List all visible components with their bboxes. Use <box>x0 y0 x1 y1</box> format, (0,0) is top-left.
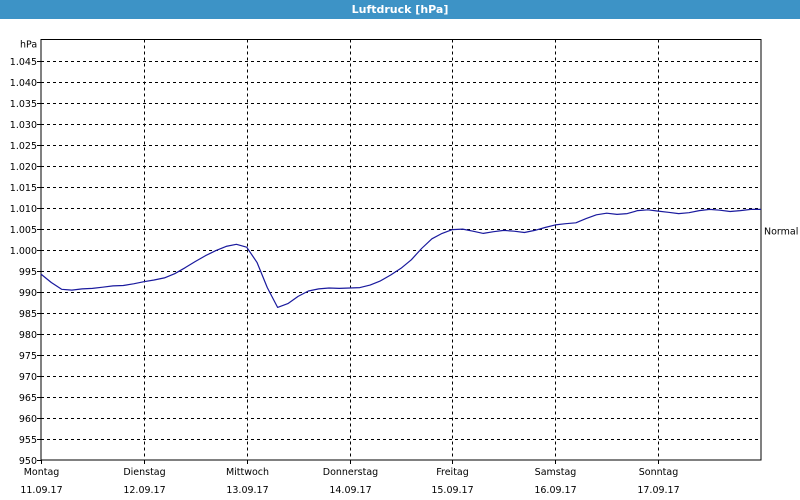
x-tick-label-day: Samstag <box>535 467 577 478</box>
pressure-series-line <box>40 208 761 308</box>
x-tick-label-date: 14.09.17 <box>329 485 371 496</box>
x-tick-label-day: Dienstag <box>123 467 165 478</box>
normal-annotation-label: Normal <box>764 226 798 237</box>
y-tick-label: 975 <box>19 351 37 362</box>
y-tick-label: 985 <box>19 309 37 320</box>
x-tick-label-day: Sonntag <box>639 467 678 478</box>
y-tick-label: 970 <box>19 372 37 383</box>
y-tick-label: 980 <box>19 330 37 341</box>
y-tick-label: 1.025 <box>10 141 37 152</box>
plot-area-frame <box>40 39 762 461</box>
x-axis-ticks: Montag 11.09.17 Dienstag 12.09.17 Mittwoch 13… <box>20 460 680 496</box>
x-tick-label-date: 16.09.17 <box>534 485 576 496</box>
y-tick-label: 1.005 <box>10 225 37 236</box>
chart-title: Luftdruck [hPa] <box>351 3 449 16</box>
x-tick-label-date: 17.09.17 <box>637 485 679 496</box>
y-tick-label: 1.015 <box>10 183 37 194</box>
y-tick-label: 1.010 <box>10 204 37 215</box>
y-tick-label: 1.040 <box>10 78 37 89</box>
y-tick-label: 1.035 <box>10 99 37 110</box>
x-tick-label-day: Donnerstag <box>323 467 378 478</box>
annotations: Normal <box>764 226 798 237</box>
x-tick-label-day: Mittwoch <box>226 467 269 478</box>
x-tick-label-date: 13.09.17 <box>226 485 268 496</box>
y-tick-label: 1.020 <box>10 162 37 173</box>
x-tick-label-date: 11.09.17 <box>20 485 62 496</box>
series-layer <box>40 208 761 308</box>
pressure-chart: 950 955 960 965 970 975 980 985 990 995 1.000 1.005… <box>10 39 798 496</box>
x-tick-label-day: Freitag <box>436 467 469 478</box>
y-axis-label: hPa <box>20 40 37 51</box>
grid-lines <box>41 39 761 460</box>
x-tick-label-day: Montag <box>24 467 60 478</box>
y-tick-label: 950 <box>19 456 37 467</box>
y-tick-label: 955 <box>19 435 37 446</box>
y-tick-label: 995 <box>19 267 37 278</box>
y-tick-label: 990 <box>19 288 37 299</box>
y-tick-label: 1.000 <box>10 246 37 257</box>
x-tick-label-date: 12.09.17 <box>123 485 165 496</box>
y-axis-ticks: 950 955 960 965 970 975 980 985 990 995 1.000 1.005… <box>10 57 41 467</box>
y-tick-label: 1.045 <box>10 57 37 68</box>
chart-title-bar: Luftdruck [hPa] <box>0 0 800 19</box>
y-tick-label: 960 <box>19 414 37 425</box>
y-tick-label: 1.030 <box>10 120 37 131</box>
y-tick-label: 965 <box>19 393 37 404</box>
x-tick-label-date: 15.09.17 <box>431 485 473 496</box>
